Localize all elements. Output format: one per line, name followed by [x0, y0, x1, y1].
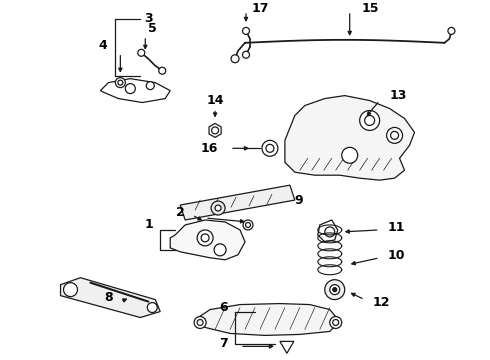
Text: 16: 16	[201, 142, 218, 155]
Text: 8: 8	[105, 291, 113, 304]
Text: 4: 4	[98, 39, 107, 52]
Text: 13: 13	[390, 89, 407, 102]
Circle shape	[159, 67, 166, 74]
Circle shape	[147, 302, 157, 312]
Circle shape	[115, 78, 125, 87]
Text: 1: 1	[145, 219, 153, 231]
Text: 14: 14	[206, 94, 224, 107]
Circle shape	[325, 280, 345, 300]
Circle shape	[262, 140, 278, 156]
Text: 2: 2	[176, 206, 185, 219]
Circle shape	[330, 285, 340, 294]
Circle shape	[243, 27, 249, 34]
Circle shape	[147, 82, 154, 90]
Circle shape	[387, 127, 403, 143]
Circle shape	[365, 116, 375, 125]
Text: 15: 15	[362, 3, 379, 15]
Polygon shape	[180, 185, 295, 220]
Text: 3: 3	[144, 13, 152, 26]
Circle shape	[243, 220, 253, 230]
Circle shape	[138, 49, 145, 56]
Text: 6: 6	[220, 301, 228, 314]
Circle shape	[360, 111, 380, 130]
Circle shape	[391, 131, 398, 139]
Circle shape	[197, 230, 213, 246]
Circle shape	[333, 319, 339, 325]
Circle shape	[231, 55, 239, 63]
Polygon shape	[280, 341, 294, 353]
Text: 11: 11	[388, 221, 405, 234]
Circle shape	[266, 144, 274, 152]
Text: 9: 9	[295, 194, 303, 207]
Circle shape	[215, 205, 221, 211]
Circle shape	[118, 80, 123, 85]
Polygon shape	[100, 78, 170, 103]
Circle shape	[245, 222, 250, 228]
Circle shape	[197, 319, 203, 325]
Polygon shape	[170, 220, 245, 260]
Polygon shape	[195, 303, 340, 336]
Circle shape	[194, 316, 206, 328]
Circle shape	[64, 283, 77, 297]
Circle shape	[330, 316, 342, 328]
Polygon shape	[318, 220, 338, 242]
Circle shape	[448, 27, 455, 34]
Text: 7: 7	[220, 337, 228, 350]
Text: 17: 17	[252, 3, 270, 15]
Circle shape	[325, 227, 335, 237]
Polygon shape	[285, 95, 415, 180]
Text: 10: 10	[388, 249, 405, 262]
Circle shape	[201, 234, 209, 242]
Circle shape	[212, 127, 219, 134]
Circle shape	[243, 51, 249, 58]
Text: 12: 12	[372, 296, 390, 309]
Polygon shape	[209, 123, 221, 138]
Circle shape	[214, 244, 226, 256]
Circle shape	[342, 147, 358, 163]
Circle shape	[125, 84, 135, 94]
Circle shape	[333, 288, 337, 292]
Polygon shape	[61, 278, 160, 318]
Circle shape	[211, 201, 225, 215]
Text: 5: 5	[148, 22, 157, 35]
